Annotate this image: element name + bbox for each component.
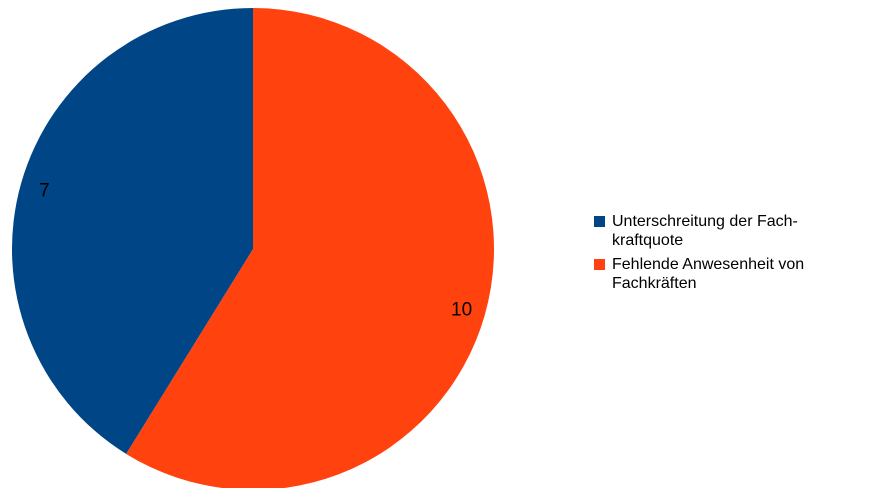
legend-label-unterschreitung: Unterschreitung der Fach- kraftquote <box>612 212 798 250</box>
legend-label-fehlende-anwesenheit: Fehlende Anwesenheit von Fachkräften <box>612 255 804 293</box>
legend-label-line: kraftquote <box>612 232 684 249</box>
pie-slice-0 <box>11 8 254 454</box>
legend-swatch-fehlende-anwesenheit <box>594 259 605 270</box>
legend-item-fehlende-anwesenheit: Fehlende Anwesenheit von Fachkräften <box>594 255 877 293</box>
pie-slice-1 <box>126 8 494 488</box>
legend-item-unterschreitung: Unterschreitung der Fach- kraftquote <box>594 212 877 250</box>
legend: Unterschreitung der Fach- kraftquote Feh… <box>594 212 877 298</box>
legend-label-line: Fehlende Anwesenheit von <box>612 256 805 273</box>
legend-swatch-unterschreitung <box>594 216 605 227</box>
legend-label-line: Fachkräften <box>612 275 697 292</box>
legend-label-line: Unterschreitung der Fach- <box>612 213 798 230</box>
pie-value-label-1: 10 <box>451 299 472 320</box>
pie-value-label-0: 7 <box>39 181 50 202</box>
